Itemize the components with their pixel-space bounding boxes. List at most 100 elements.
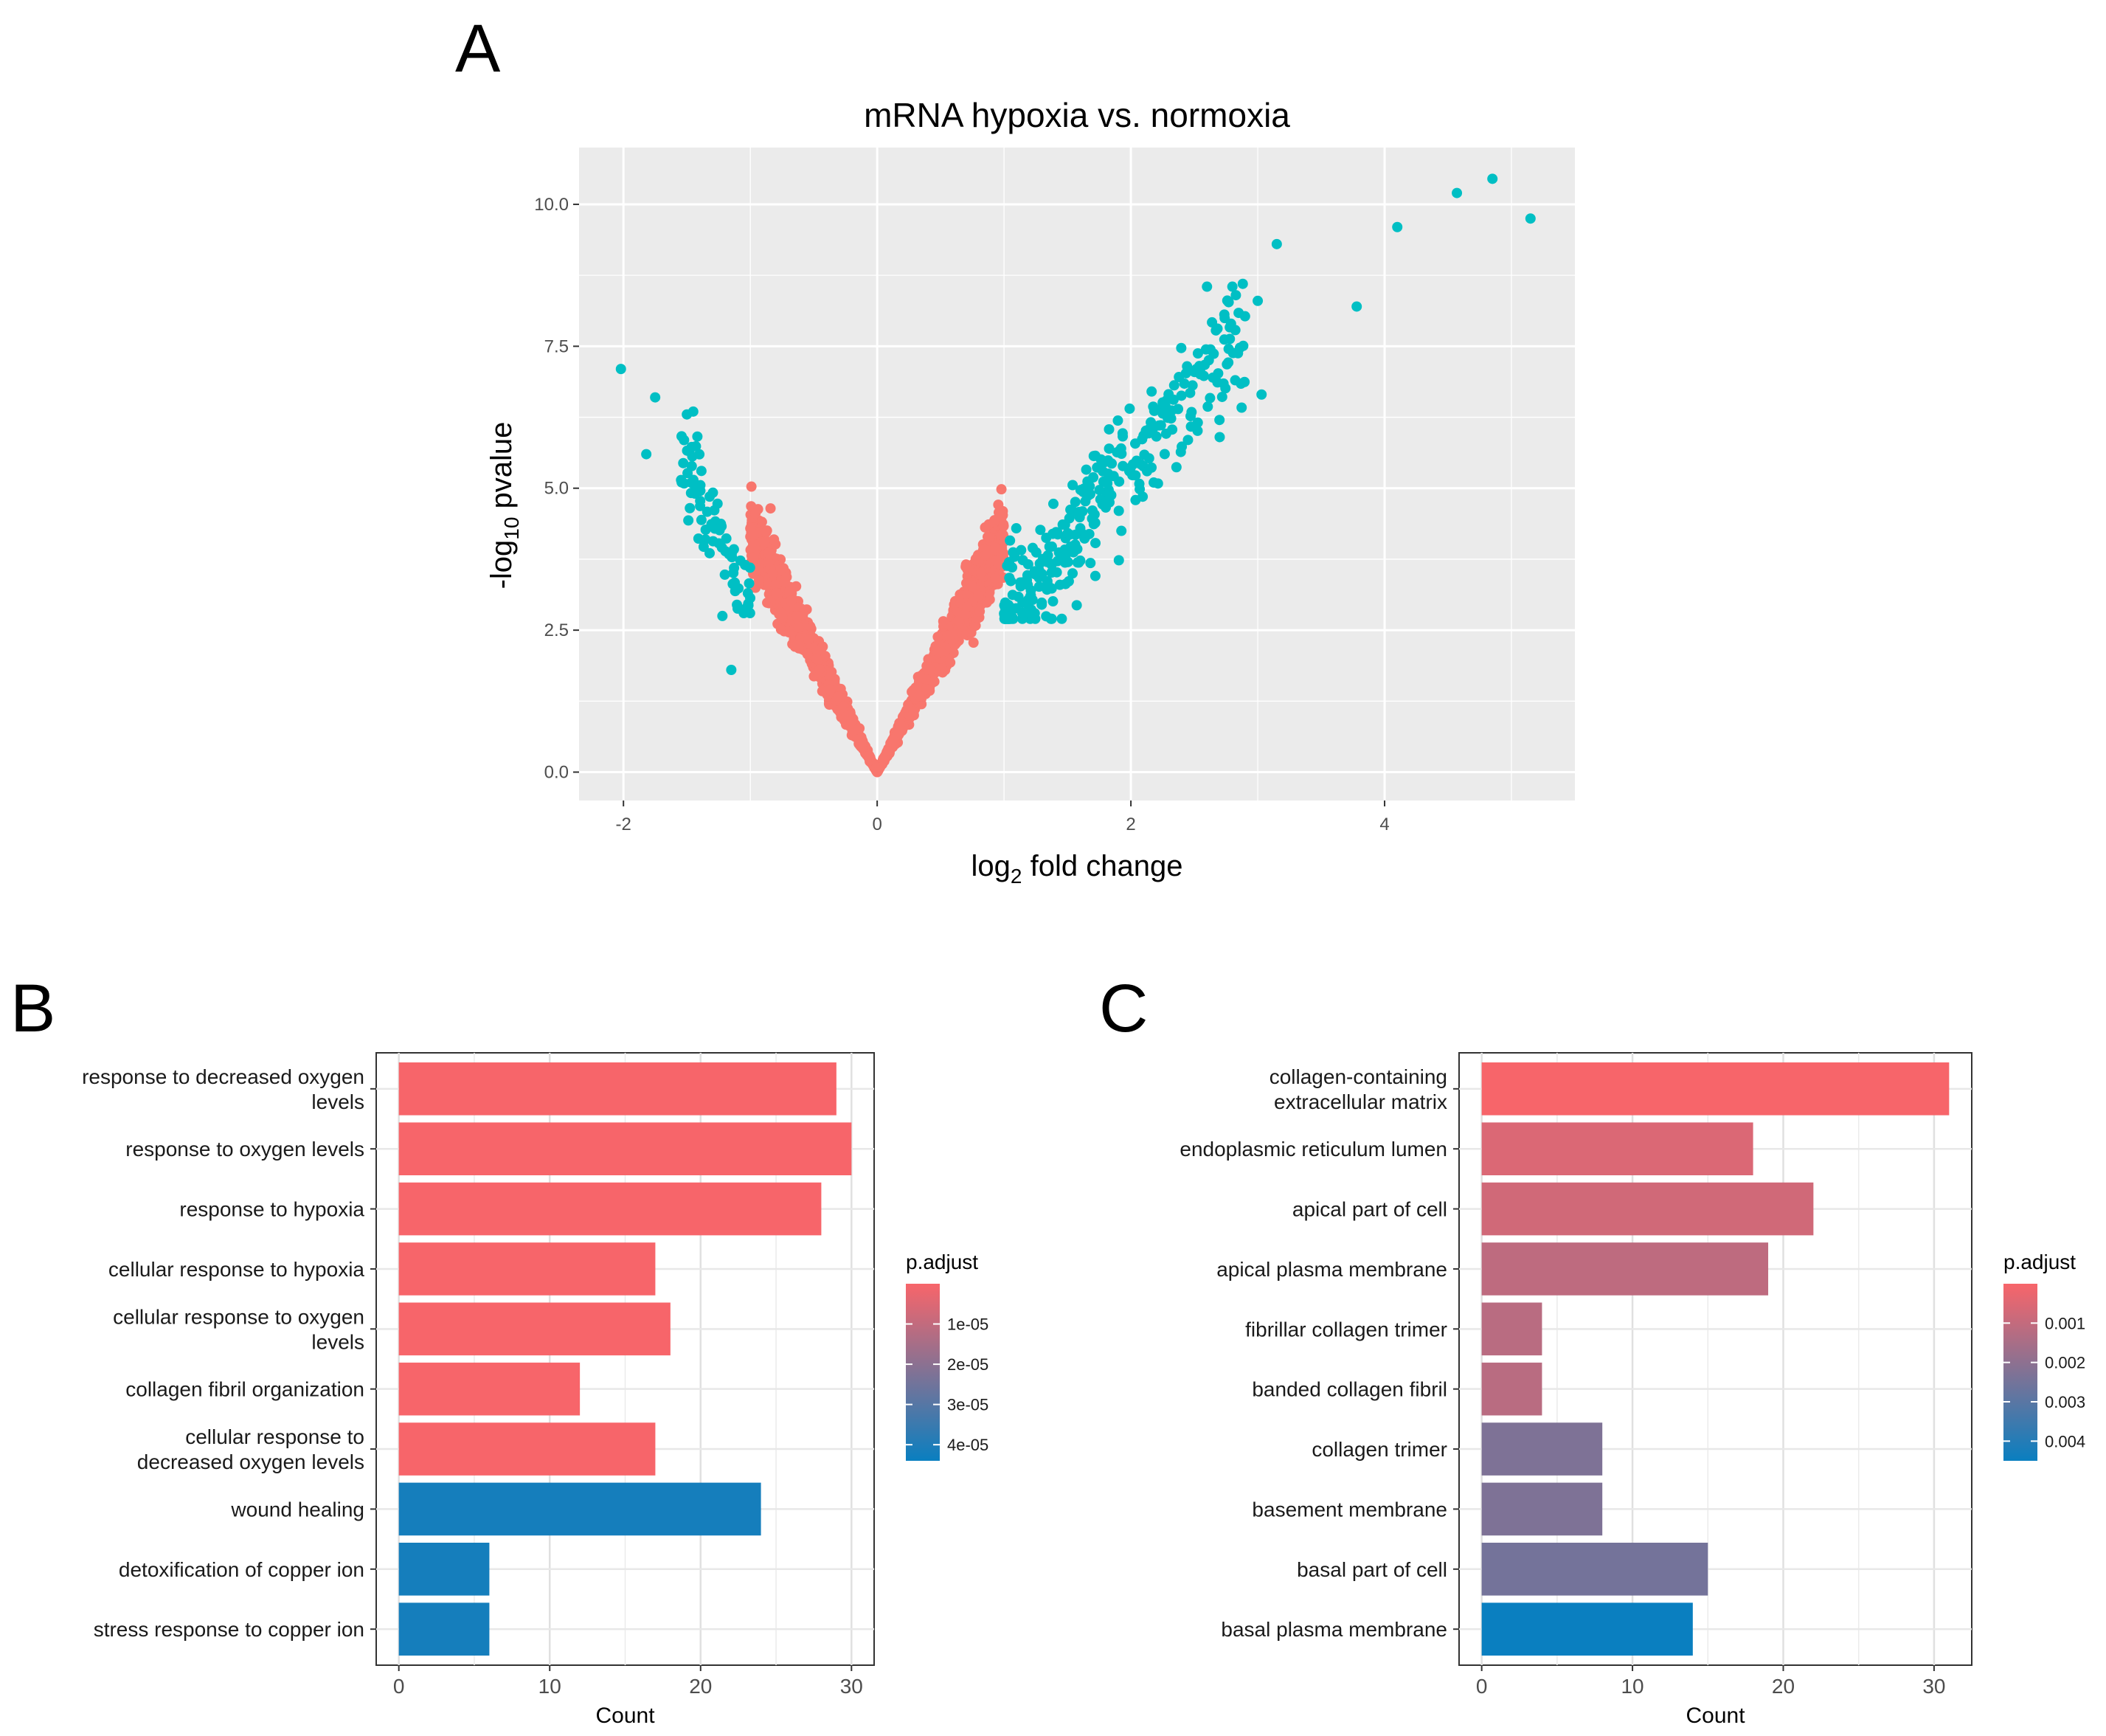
bar-x-tick-label: 0 [1476, 1675, 1488, 1698]
data-point-significant [1179, 378, 1190, 389]
volcano-points [615, 173, 1536, 778]
data-point-significant [1192, 425, 1203, 436]
data-point-significant [1042, 556, 1053, 567]
data-point-nonsignificant [998, 520, 1009, 531]
data-point-nonsignificant [966, 627, 977, 638]
data-point-significant [1114, 476, 1125, 487]
data-point-outlier [1253, 295, 1264, 306]
data-point-significant [1056, 613, 1067, 624]
category-label: response to oxygen levels [125, 1138, 364, 1161]
bar [1481, 1182, 1814, 1236]
data-point-significant [1171, 462, 1182, 473]
volcano-y-tick-label: 5.0 [544, 479, 569, 499]
legend-tick-label: 0.002 [2045, 1354, 2085, 1372]
data-point-nonsignificant [777, 612, 789, 623]
data-point-outlier [726, 665, 737, 675]
volcano-axes: -2 0 2 4 0.0 2.5 5.0 7.5 10.0 [534, 195, 1389, 834]
data-point-significant [1104, 443, 1115, 454]
data-point-significant [1048, 498, 1059, 509]
data-point-nonsignificant [826, 666, 837, 677]
data-point-outlier [641, 449, 652, 460]
data-point-outlier [1256, 389, 1267, 400]
data-point-outlier [1149, 477, 1160, 488]
data-point-significant [682, 445, 693, 456]
data-point-significant [1238, 340, 1249, 351]
data-point-significant [1003, 557, 1014, 568]
data-point-significant [1146, 417, 1157, 428]
data-point-significant [1139, 449, 1150, 460]
data-point-nonsignificant [872, 767, 883, 778]
bar [1481, 1122, 1753, 1175]
bar-x-tick-label: 30 [1922, 1675, 1945, 1698]
bar-x-tick-label: 30 [840, 1675, 863, 1698]
data-point-nonsignificant [750, 508, 761, 519]
data-point-significant [1173, 404, 1184, 415]
data-point-nonsignificant [833, 691, 844, 702]
category-label: collagen trimer [1312, 1438, 1447, 1461]
data-point-significant [1237, 278, 1248, 289]
data-point-nonsignificant [895, 718, 906, 729]
bar [1481, 1543, 1708, 1596]
data-point-nonsignificant [921, 683, 932, 694]
data-point-significant [1236, 402, 1247, 413]
bar [398, 1602, 490, 1656]
panel-a-volcano: A mRNA hypoxia vs. normoxia -2 0 2 4 0.0 2.5 5… [455, 11, 1575, 888]
bar [398, 1242, 656, 1296]
data-point-significant [1202, 401, 1213, 412]
data-point-nonsignificant [974, 606, 986, 617]
data-point-significant [1185, 411, 1196, 422]
data-point-significant [1159, 449, 1170, 460]
data-point-nonsignificant [770, 587, 781, 598]
data-point-significant [707, 487, 718, 498]
data-point-significant [1112, 415, 1123, 426]
data-point-nonsignificant [753, 575, 764, 586]
data-point-significant [1097, 499, 1108, 510]
data-point-significant [1225, 322, 1236, 333]
data-point-outlier [615, 364, 626, 375]
data-point-significant [1216, 391, 1227, 402]
category-label: cellular response to decreased oxygen lev… [137, 1425, 364, 1473]
panel-b-barchart: B response to decreased oxygen levelsresp… [10, 971, 988, 1728]
category-label: detoxification of copper ion [119, 1558, 364, 1581]
legend-tick-label: 4e-05 [947, 1436, 988, 1454]
data-point-nonsignificant [945, 657, 956, 668]
data-point-significant [713, 538, 724, 549]
data-point-significant [729, 562, 740, 573]
data-point-significant [1146, 462, 1157, 473]
data-point-outlier [1271, 238, 1282, 249]
data-point-significant [692, 431, 703, 442]
volcano-ylabel: -log10 pvalue [485, 422, 523, 589]
data-point-outlier [717, 610, 728, 621]
volcano-x-tick-label: -2 [616, 815, 631, 834]
data-point-outlier [1351, 301, 1362, 312]
volcano-title: mRNA hypoxia vs. normoxia [864, 96, 1290, 134]
data-point-significant [1033, 581, 1045, 592]
data-point-nonsignificant [984, 594, 995, 605]
data-point-significant [1219, 334, 1230, 345]
data-point-nonsignificant [925, 664, 936, 675]
panel-c-barchart: C collagen-containing extracellular matri… [1099, 971, 2085, 1728]
data-point-nonsignificant [835, 683, 846, 694]
data-point-significant [744, 578, 755, 589]
data-point-significant [1081, 464, 1092, 475]
data-point-significant [1102, 478, 1113, 489]
bar [398, 1362, 581, 1416]
data-point-significant [1098, 466, 1109, 477]
data-point-nonsignificant [803, 634, 814, 646]
legend-tick-label: 3e-05 [947, 1396, 988, 1414]
data-point-nonsignificant [749, 539, 760, 550]
data-point-nonsignificant [846, 716, 857, 727]
data-point-nonsignificant [820, 651, 831, 662]
data-point-nonsignificant [996, 484, 1007, 495]
data-point-significant [1089, 509, 1100, 520]
data-point-significant [1177, 441, 1188, 452]
data-point-significant [1090, 538, 1101, 549]
data-point-significant [1192, 417, 1203, 428]
data-point-significant [1090, 570, 1101, 581]
category-label: collagen-containing extracellular matrix [1270, 1065, 1447, 1113]
data-point-significant [1113, 555, 1124, 566]
legend-tick-label: 0.001 [2045, 1314, 2085, 1332]
data-point-significant [1046, 567, 1057, 578]
data-point-significant [1200, 344, 1211, 355]
data-point-significant [1050, 527, 1061, 538]
